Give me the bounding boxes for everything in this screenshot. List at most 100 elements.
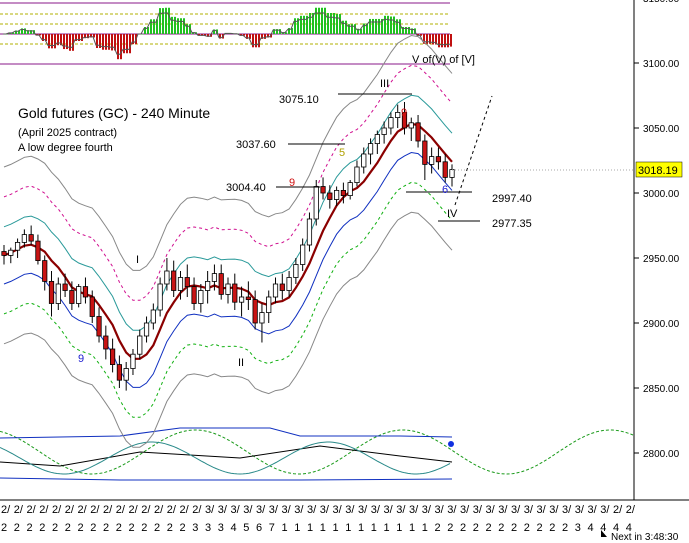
x-tick-label-bottom: 1 xyxy=(282,522,288,534)
osc-bar xyxy=(72,34,74,51)
candle-body xyxy=(103,335,109,350)
band-blue-lower xyxy=(3,151,453,388)
x-tick-label-bottom: 2 xyxy=(78,522,84,534)
candle-body xyxy=(62,283,68,291)
candle-body xyxy=(279,283,285,291)
osc-bar xyxy=(372,18,374,34)
osc-bar xyxy=(180,18,182,34)
candle xyxy=(266,290,272,323)
osc-bar xyxy=(246,34,248,39)
osc-bar xyxy=(267,34,269,38)
x-tick-label-bottom: 1 xyxy=(409,522,415,534)
y-tick-label: 3050.00 xyxy=(643,124,680,135)
candle-body xyxy=(82,286,89,298)
osc-bar xyxy=(18,30,20,34)
x-tick-label-top: 2/ xyxy=(167,504,177,516)
bottom-cycle-panel xyxy=(0,427,634,481)
wave-label-iii: III xyxy=(380,78,389,90)
candle-body xyxy=(110,348,116,366)
candle-body xyxy=(150,309,156,324)
candle-body xyxy=(313,186,319,220)
cycle-wave xyxy=(0,429,634,475)
candle xyxy=(198,284,204,313)
candle-body xyxy=(232,283,238,303)
note-label: A low degree fourth xyxy=(18,142,113,154)
candle-body xyxy=(89,296,95,317)
candle xyxy=(306,212,313,252)
candle-body xyxy=(429,156,435,165)
x-tick-label-top: 3/ xyxy=(345,504,355,516)
candle-body xyxy=(218,273,224,295)
candle xyxy=(279,273,285,300)
wave-label-ii: II xyxy=(238,357,244,369)
candle xyxy=(327,185,333,209)
osc-bar xyxy=(420,34,422,36)
osc-bar xyxy=(336,14,338,35)
osc-bar xyxy=(159,8,161,34)
candle xyxy=(211,264,218,291)
candle xyxy=(395,104,401,128)
x-tick-label-bottom: 2 xyxy=(562,522,568,534)
x-tick-label-bottom: 2 xyxy=(511,522,517,534)
osc-bar xyxy=(309,13,311,34)
osc-bar xyxy=(381,18,383,34)
osc-bar xyxy=(351,24,353,34)
x-tick-label-bottom: 2 xyxy=(473,522,479,534)
osc-bar xyxy=(330,13,332,34)
candle xyxy=(177,271,184,300)
candle xyxy=(388,112,394,135)
candle-body xyxy=(340,189,346,196)
x-tick-label-bottom: 4 xyxy=(588,522,594,534)
candle xyxy=(272,277,279,304)
osc-bar xyxy=(435,34,437,45)
osc-bar xyxy=(81,34,83,41)
candle-body xyxy=(354,166,360,184)
osc-bar xyxy=(249,34,251,39)
candle xyxy=(205,271,211,304)
candle xyxy=(191,277,197,310)
osc-bar xyxy=(321,7,323,34)
candle xyxy=(69,281,75,310)
x-tick-label-top: 2/ xyxy=(1,504,11,516)
osc-bar xyxy=(201,34,203,36)
x-tick-label-top: 3/ xyxy=(307,504,317,516)
x-tick-label-top: 3/ xyxy=(524,504,534,516)
x-tick-label-top: 3/ xyxy=(333,504,343,516)
level-label-2997: 2997.40 xyxy=(492,193,532,205)
osc-bar xyxy=(324,7,326,34)
osc-bar xyxy=(207,34,209,37)
x-tick-label-bottom: 2 xyxy=(14,522,20,534)
osc-bar xyxy=(105,34,107,50)
osc-bar xyxy=(363,23,365,34)
cycle-teal-line xyxy=(0,441,451,475)
y-tick-label: 3150.00 xyxy=(643,0,680,5)
osc-bar xyxy=(186,24,188,34)
y-tick-label: 2900.00 xyxy=(643,319,680,330)
osc-bar xyxy=(366,23,368,34)
x-tick-label-bottom: 3 xyxy=(575,522,581,534)
level-label-2977: 2977.35 xyxy=(492,218,532,230)
x-tick-label-bottom: 1 xyxy=(345,522,351,534)
x-tick-label-top: 3/ xyxy=(358,504,368,516)
candle-body xyxy=(252,299,258,324)
osc-bar xyxy=(252,34,254,48)
osc-bar xyxy=(240,34,242,36)
osc-bar xyxy=(45,34,47,41)
candle xyxy=(232,273,238,310)
osc-bar xyxy=(156,19,158,34)
osc-bar xyxy=(150,19,152,34)
x-tick-label-top: 3/ xyxy=(371,504,381,516)
candle xyxy=(347,180,353,200)
candle xyxy=(435,147,442,170)
next-bar-countdown: Next in 3:48:30 xyxy=(611,532,679,543)
td-count-5: 5 xyxy=(339,147,345,159)
candle xyxy=(252,290,258,330)
candle-body xyxy=(449,169,455,178)
osc-bar xyxy=(387,15,389,35)
candle xyxy=(14,238,21,258)
candle xyxy=(82,277,89,304)
osc-bar xyxy=(123,34,125,54)
x-tick-label-bottom: 3 xyxy=(192,522,198,534)
candle-body xyxy=(1,251,7,256)
y-tick-label: 2850.00 xyxy=(643,384,680,395)
